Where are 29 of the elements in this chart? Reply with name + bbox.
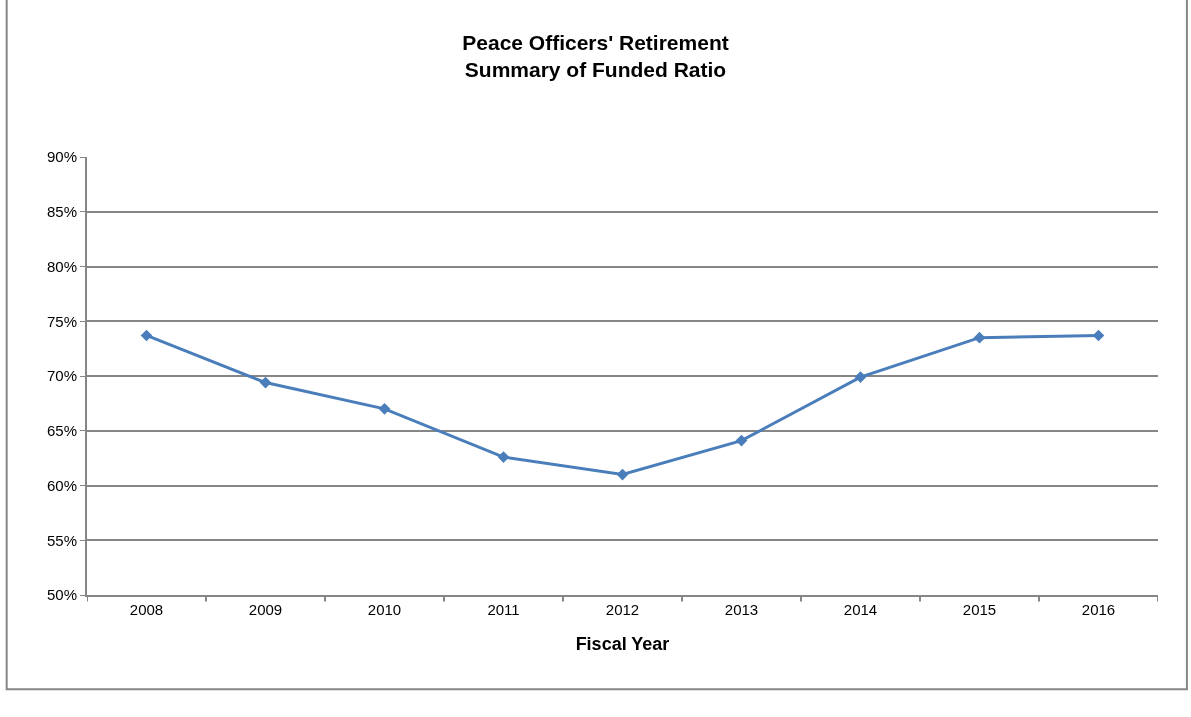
point <box>1092 329 1105 342</box>
y-tick-label: 85% <box>46 203 77 220</box>
point <box>616 468 629 481</box>
point <box>140 329 153 342</box>
y-tick-label: 60% <box>46 476 77 494</box>
point <box>259 376 272 389</box>
y-tick-label: 70% <box>46 367 77 385</box>
y-tick-label: 65% <box>46 422 77 439</box>
point <box>735 434 748 447</box>
x-axis-title: Fiscal Year <box>575 633 670 654</box>
x-tick-label: 2011 <box>487 601 520 618</box>
x-tick-label: 2012 <box>605 601 640 618</box>
x-tick-label: 2016 <box>1081 601 1116 618</box>
y-tick-label: 55% <box>46 531 77 549</box>
point <box>497 451 510 463</box>
chart-title: Peace Officers' Retirement Summary of Funded Ratio <box>462 31 729 82</box>
x-tick-label: 2013 <box>724 601 759 618</box>
point <box>854 371 867 383</box>
y-tick-label: 75% <box>46 312 77 330</box>
x-tick-label: 2010 <box>367 601 402 618</box>
x-tick-label: 2015 <box>962 601 997 618</box>
y-tick-label: 50% <box>46 586 77 604</box>
y-tick-label: 80% <box>46 257 77 275</box>
point <box>973 331 986 344</box>
x-tick-label: 2008 <box>129 601 164 618</box>
x-tick-label: 2014 <box>843 601 878 618</box>
x-tick-label: 2009 <box>248 601 283 618</box>
y-tick-label: 90% <box>46 148 77 166</box>
point <box>378 403 391 415</box>
